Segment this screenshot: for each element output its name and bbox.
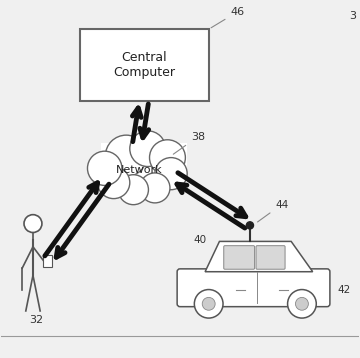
- FancyBboxPatch shape: [256, 246, 285, 269]
- Circle shape: [246, 222, 253, 229]
- Circle shape: [118, 175, 148, 205]
- Circle shape: [149, 140, 185, 175]
- Circle shape: [98, 166, 130, 199]
- Circle shape: [105, 135, 147, 176]
- Circle shape: [24, 215, 42, 232]
- Circle shape: [140, 173, 170, 203]
- Polygon shape: [205, 241, 313, 272]
- Circle shape: [87, 151, 122, 185]
- FancyBboxPatch shape: [80, 29, 209, 101]
- FancyBboxPatch shape: [177, 269, 330, 307]
- Circle shape: [130, 131, 166, 166]
- Circle shape: [155, 158, 187, 190]
- Circle shape: [194, 290, 223, 318]
- Text: 40: 40: [194, 234, 207, 245]
- Circle shape: [296, 297, 309, 310]
- Circle shape: [202, 297, 215, 310]
- Circle shape: [288, 290, 316, 318]
- Text: 3: 3: [349, 11, 356, 21]
- FancyBboxPatch shape: [43, 255, 51, 267]
- Text: Central
Computer: Central Computer: [113, 51, 175, 79]
- Text: Network: Network: [116, 165, 162, 175]
- FancyBboxPatch shape: [224, 246, 255, 269]
- Polygon shape: [101, 143, 187, 190]
- Text: 46: 46: [211, 7, 244, 28]
- Text: 32: 32: [30, 315, 44, 325]
- Text: 44: 44: [257, 199, 288, 222]
- Text: 42: 42: [338, 285, 351, 295]
- Text: 38: 38: [173, 132, 205, 154]
